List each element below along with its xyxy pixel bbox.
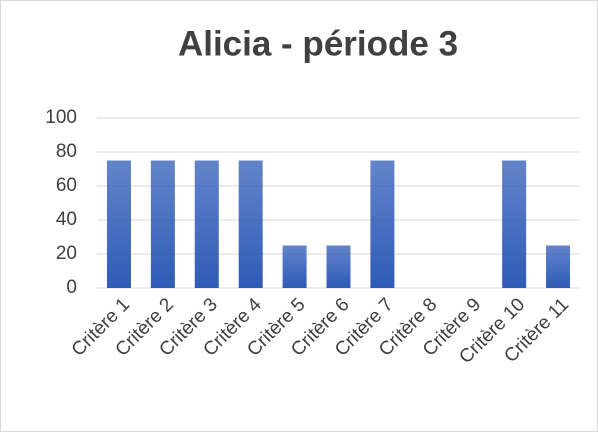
y-tick-label: 0: [66, 277, 77, 298]
bar: [546, 245, 571, 288]
chart-title: Alicia - période 3: [178, 24, 458, 63]
y-tick-label: 80: [56, 141, 77, 162]
bar: [326, 245, 351, 288]
y-tick-label: 20: [56, 243, 77, 264]
bar: [282, 245, 307, 288]
y-tick-label: 100: [45, 107, 77, 128]
bar: [106, 160, 131, 288]
bar: [502, 160, 527, 288]
bar: [150, 160, 175, 288]
y-tick-label: 60: [56, 175, 77, 196]
bar: [194, 160, 219, 288]
bar: [238, 160, 263, 288]
y-tick-label: 40: [56, 209, 77, 230]
bar: [370, 160, 395, 288]
